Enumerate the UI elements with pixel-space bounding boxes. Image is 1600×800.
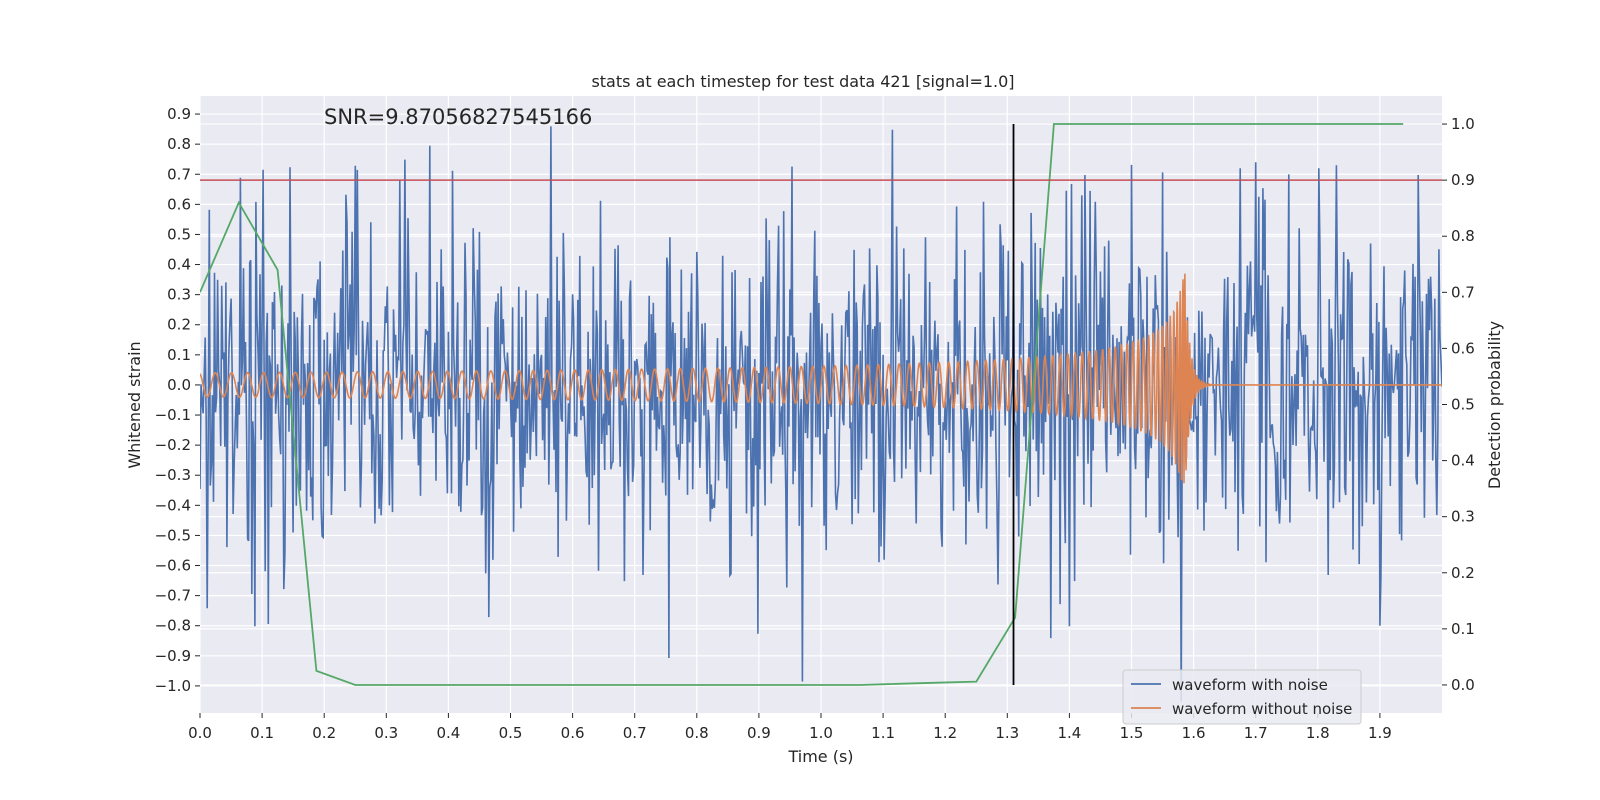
y-tick-label: 0.8 xyxy=(167,135,191,153)
x-tick-label: 0.0 xyxy=(188,724,212,742)
legend-label-clean: waveform without noise xyxy=(1172,700,1352,718)
x-tick-label: 1.5 xyxy=(1120,724,1144,742)
y2-tick-label: 0.1 xyxy=(1451,620,1475,638)
x-tick-label: 0.2 xyxy=(312,724,336,742)
legend: waveform with noise waveform without noi… xyxy=(1122,669,1362,725)
x-tick-label: 1.2 xyxy=(933,724,957,742)
y-tick-label: −0.7 xyxy=(155,587,191,605)
x-tick-label: 1.4 xyxy=(1057,724,1081,742)
detection-probability-line xyxy=(200,123,1404,686)
x-tick-label: 1.7 xyxy=(1244,724,1268,742)
x-axis-title: Time (s) xyxy=(787,747,853,766)
y-tick-label: −0.4 xyxy=(155,496,191,514)
x-tick-label: 0.7 xyxy=(623,724,647,742)
x-tick-label: 0.8 xyxy=(685,724,709,742)
y-tick-label: 0.7 xyxy=(167,165,191,183)
x-tick-label: 1.8 xyxy=(1306,724,1330,742)
x-tick-label: 0.1 xyxy=(250,724,274,742)
y2-tick-label: 0.4 xyxy=(1451,452,1475,470)
x-tick-label: 1.1 xyxy=(871,724,895,742)
y-tick-label: 0.3 xyxy=(167,286,191,304)
legend-box xyxy=(1122,669,1362,725)
y-tick-label: −0.2 xyxy=(155,436,191,454)
x-tick-label: 0.9 xyxy=(747,724,771,742)
y-tick-label: −0.9 xyxy=(155,647,191,665)
y-tick-label: −0.3 xyxy=(155,466,191,484)
y2-axis-title: Detection probability xyxy=(1485,321,1504,489)
series-probability xyxy=(200,123,1404,686)
y-tick-label: 0.1 xyxy=(167,346,191,364)
y-tick-label: 0.6 xyxy=(167,195,191,213)
x-tick-label: 0.4 xyxy=(436,724,460,742)
clean-waveform-line xyxy=(200,273,1442,484)
y2-tick-label: 0.7 xyxy=(1451,283,1475,301)
x-tick-label: 0.6 xyxy=(561,724,585,742)
y2-tick-label: 0.3 xyxy=(1451,508,1475,526)
y2-tick-label: 1.0 xyxy=(1451,115,1475,133)
y-tick-label: −0.6 xyxy=(155,557,191,575)
y2-tick-label: 0.9 xyxy=(1451,171,1475,189)
x-tick-label: 1.3 xyxy=(995,724,1019,742)
series-layer xyxy=(200,123,1442,702)
x-tick-label: 1.0 xyxy=(809,724,833,742)
x-tick-label: 1.9 xyxy=(1368,724,1392,742)
x-axis-ticks: 0.0 0.1 0.2 0.3 0.4 0.5 0.6 0.7 0.8 0.9 1.0 1.1 1.2 1… xyxy=(188,713,1392,742)
y-tick-label: 0.5 xyxy=(167,225,191,243)
x-tick-label: 0.5 xyxy=(499,724,523,742)
y-tick-label: −1.0 xyxy=(155,677,191,695)
chart-title: stats at each timestep for test data 421… xyxy=(591,72,1014,91)
x-tick-label: 1.6 xyxy=(1182,724,1206,742)
y-tick-label: 0.9 xyxy=(167,105,191,123)
y-tick-label: −0.1 xyxy=(155,406,191,424)
y-tick-label: 0.0 xyxy=(167,376,191,394)
y2-tick-label: 0.0 xyxy=(1451,676,1475,694)
snr-annotation: SNR=9.87056827545166 xyxy=(324,105,592,129)
y-tick-label: 0.4 xyxy=(167,256,191,274)
y-tick-label: −0.8 xyxy=(155,617,191,635)
y-tick-label: 0.2 xyxy=(167,316,191,334)
y-axis-title: Whitened strain xyxy=(125,341,144,468)
y2-tick-label: 0.6 xyxy=(1451,339,1475,357)
x-tick-label: 0.3 xyxy=(374,724,398,742)
y2-axis-ticks: 1.0 0.9 0.8 0.7 0.6 0.5 0.4 0.3 0.2 0.1 0.0 xyxy=(1442,115,1475,694)
y-axis-ticks: 0.9 0.8 0.7 0.6 0.5 0.4 0.3 0.2 0.1 0.0 −0.1 −0.2 −0… xyxy=(155,105,200,695)
y2-tick-label: 0.8 xyxy=(1451,227,1475,245)
y2-tick-label: 0.5 xyxy=(1451,396,1475,414)
legend-label-noise: waveform with noise xyxy=(1172,676,1328,694)
y-tick-label: −0.5 xyxy=(155,526,191,544)
y2-tick-label: 0.2 xyxy=(1451,564,1475,582)
series-clean xyxy=(200,273,1442,484)
